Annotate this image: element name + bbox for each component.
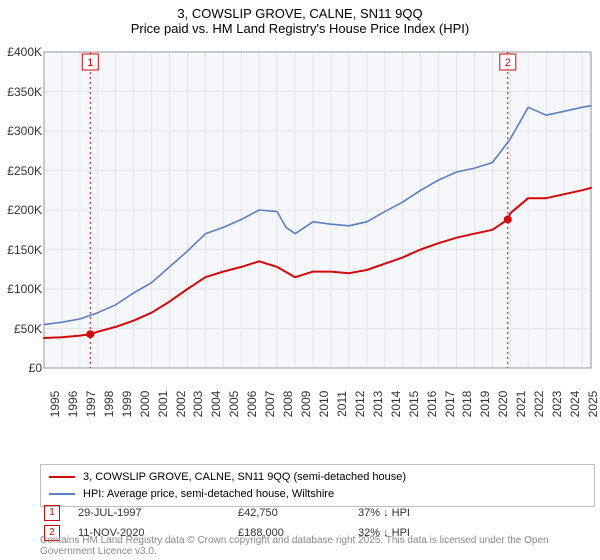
x-tick-label: 1998 bbox=[102, 391, 116, 418]
legend-swatch bbox=[49, 493, 75, 495]
legend-label: 3, COWSLIP GROVE, CALNE, SN11 9QQ (semi-… bbox=[83, 469, 406, 486]
x-tick-label: 2006 bbox=[245, 391, 259, 418]
x-tick-label: 1996 bbox=[66, 391, 80, 418]
x-tick-label: 2019 bbox=[478, 391, 492, 418]
x-tick-label: 2004 bbox=[209, 391, 223, 418]
x-tick-label: 2009 bbox=[299, 391, 313, 418]
y-tick-label: £200K bbox=[2, 203, 42, 217]
y-tick-label: £250K bbox=[2, 164, 42, 178]
marker-date: 29-JUL-1997 bbox=[78, 507, 238, 519]
plot-area: 12 bbox=[40, 48, 595, 418]
x-tick-label: 1997 bbox=[84, 391, 98, 418]
legend-item-hpi: HPI: Average price, semi-detached house,… bbox=[49, 486, 586, 503]
x-tick-label: 2003 bbox=[191, 391, 205, 418]
x-tick-label: 2011 bbox=[335, 391, 349, 417]
y-tick-label: £50K bbox=[2, 322, 42, 336]
x-tick-label: 2007 bbox=[263, 391, 277, 418]
marker-pct: 37% ↓ HPI bbox=[358, 507, 595, 519]
x-tick-label: 2017 bbox=[443, 391, 457, 418]
x-tick-label: 2001 bbox=[156, 391, 170, 418]
x-tick-label: 2021 bbox=[514, 391, 528, 418]
x-tick-label: 2005 bbox=[227, 391, 241, 418]
legend: 3, COWSLIP GROVE, CALNE, SN11 9QQ (semi-… bbox=[40, 464, 595, 507]
x-tick-label: 1999 bbox=[120, 391, 134, 418]
attribution-footer: Contains HM Land Registry data © Crown c… bbox=[40, 535, 600, 557]
x-tick-label: 2008 bbox=[281, 391, 295, 418]
legend-label: HPI: Average price, semi-detached house,… bbox=[83, 486, 334, 503]
x-tick-label: 2022 bbox=[532, 391, 546, 418]
x-tick-label: 2012 bbox=[353, 391, 367, 418]
legend-swatch bbox=[49, 476, 75, 478]
marker-price: £42,750 bbox=[238, 507, 358, 519]
x-tick-label: 2010 bbox=[317, 391, 331, 418]
y-tick-label: £100K bbox=[2, 282, 42, 296]
y-tick-label: £400K bbox=[2, 45, 42, 59]
x-tick-label: 2002 bbox=[174, 391, 188, 418]
x-tick-label: 2023 bbox=[550, 391, 564, 418]
x-tick-label: 2020 bbox=[496, 391, 510, 418]
marker-badge-1: 1 bbox=[44, 505, 60, 521]
chart-container: 3, COWSLIP GROVE, CALNE, SN11 9QQ Price … bbox=[0, 0, 600, 560]
svg-text:2: 2 bbox=[505, 57, 511, 69]
legend-item-property: 3, COWSLIP GROVE, CALNE, SN11 9QQ (semi-… bbox=[49, 469, 586, 486]
y-tick-label: £0 bbox=[2, 361, 42, 375]
x-tick-label: 2024 bbox=[568, 391, 582, 418]
svg-text:1: 1 bbox=[87, 57, 93, 69]
x-tick-label: 2014 bbox=[389, 391, 403, 418]
plot-svg: 12 bbox=[40, 48, 595, 418]
title-line-1: 3, COWSLIP GROVE, CALNE, SN11 9QQ bbox=[0, 6, 600, 21]
x-tick-label: 2015 bbox=[407, 391, 421, 418]
x-tick-label: 1995 bbox=[48, 391, 62, 418]
x-tick-label: 2013 bbox=[371, 391, 385, 418]
x-tick-label: 2000 bbox=[138, 391, 152, 418]
x-tick-label: 2016 bbox=[425, 391, 439, 418]
title-line-2: Price paid vs. HM Land Registry's House … bbox=[0, 21, 600, 36]
marker-row-1: 1 29-JUL-1997 £42,750 37% ↓ HPI bbox=[40, 503, 595, 523]
chart-title: 3, COWSLIP GROVE, CALNE, SN11 9QQ Price … bbox=[0, 0, 600, 38]
x-tick-label: 2025 bbox=[586, 391, 600, 418]
y-tick-label: £150K bbox=[2, 243, 42, 257]
y-tick-label: £350K bbox=[2, 85, 42, 99]
y-tick-label: £300K bbox=[2, 124, 42, 138]
x-tick-label: 2018 bbox=[460, 391, 474, 418]
